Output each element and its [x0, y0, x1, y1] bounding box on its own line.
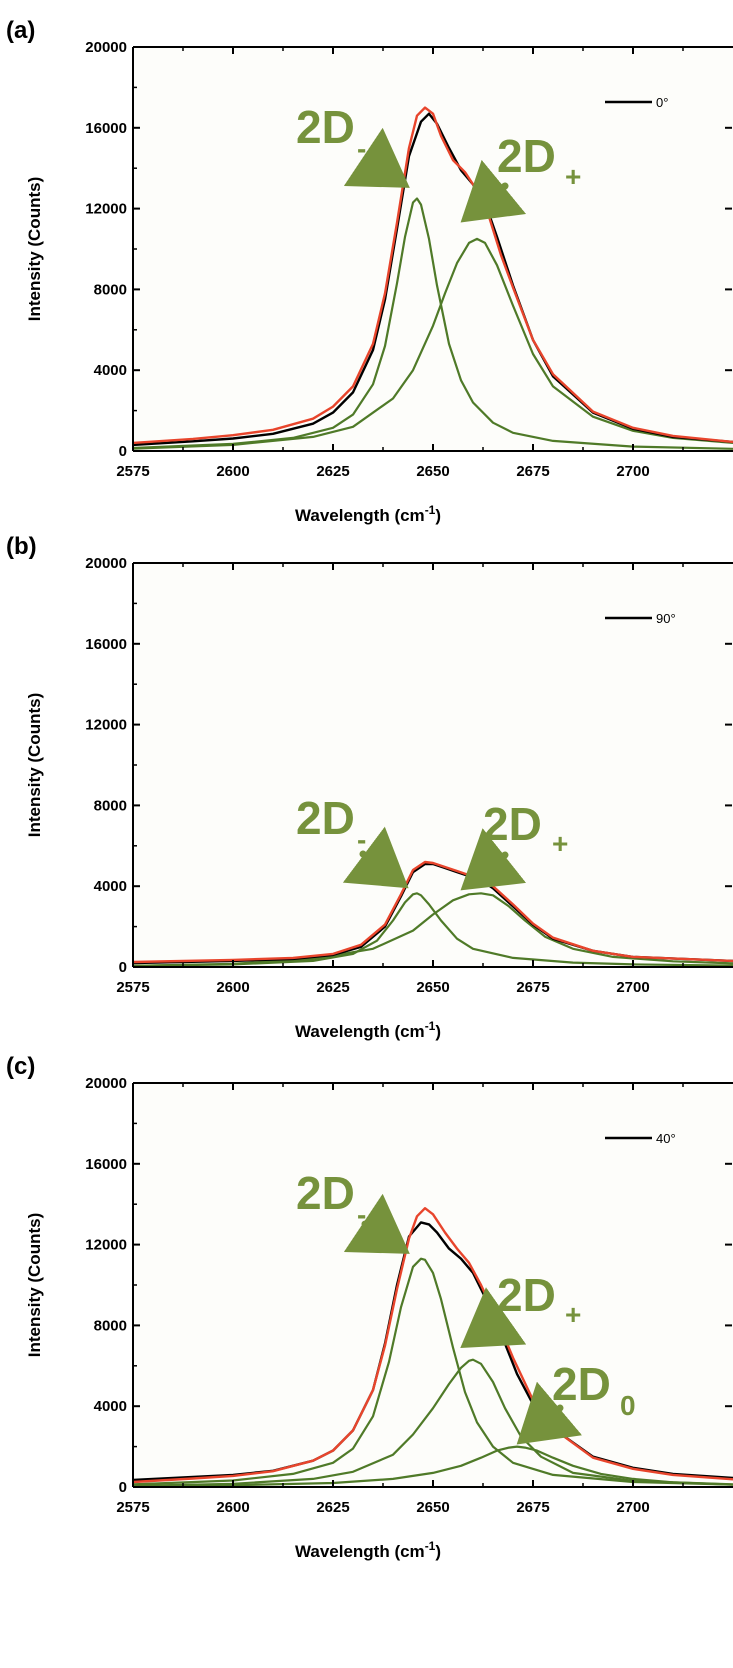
arrow-icon — [460, 1287, 527, 1349]
peak-annotation: 2D + — [460, 798, 568, 891]
series-line-2D — [132, 197, 733, 450]
y-axis-title: Intensity (Counts) — [25, 1213, 44, 1358]
x-axis-title: Wavelength (cm-1) — [295, 1019, 441, 1041]
y-axis-title: Intensity (Counts) — [25, 693, 44, 838]
y-tick-label: 0 — [119, 1479, 127, 1496]
x-tick-label: 2700 — [616, 1499, 649, 1516]
peak-annotation-subscript: + — [552, 828, 568, 859]
y-tick-label: 8000 — [94, 281, 127, 298]
peak-annotation-subscript: 0 — [620, 1390, 636, 1421]
series-line-2D — [132, 892, 733, 967]
x-tick-label: 2600 — [216, 463, 249, 480]
plot-area — [133, 47, 733, 451]
peak-annotation: 2D - — [296, 101, 410, 188]
y-tick-label: 0 — [119, 959, 127, 976]
x-tick-label: 2625 — [316, 1499, 349, 1516]
x-tick-label: 2600 — [216, 1499, 249, 1516]
peak-annotation: 2D + — [460, 130, 581, 223]
y-tick-label: 8000 — [94, 797, 127, 814]
peak-annotation-subscript: - — [357, 824, 366, 855]
y-tick-label: 20000 — [85, 555, 127, 572]
peak-annotation-label: 2D — [483, 798, 542, 850]
peak-annotation-subscript: + — [565, 161, 581, 192]
plot-area — [133, 563, 733, 967]
x-tick-label: 2625 — [316, 463, 349, 480]
series-line-2D — [132, 1358, 733, 1487]
plot-area — [133, 1083, 733, 1487]
x-axis-title: Wavelength (cm-1) — [295, 503, 441, 525]
y-tick-label: 12000 — [85, 717, 127, 734]
arrow-icon — [343, 127, 410, 188]
chart-panel-2: (b) 0 4000 8000 12000 16000 20000 2575 2600 2625 2… — [6, 533, 733, 1041]
x-tick-label: 2650 — [416, 463, 449, 480]
arrow-icon — [516, 1381, 583, 1445]
series-line-2D — [132, 1257, 733, 1486]
y-tick-label: 20000 — [85, 39, 127, 56]
peak-annotation: 2D - — [296, 792, 409, 889]
arrow-icon — [460, 159, 527, 223]
peak-annotation-label: 2D — [497, 1269, 556, 1321]
y-tick-label: 0 — [119, 443, 127, 460]
arrow-icon — [343, 1193, 410, 1254]
legend-label: 90° — [656, 611, 676, 626]
y-tick-label: 8000 — [94, 1317, 127, 1334]
x-tick-label: 2700 — [616, 979, 649, 996]
peak-annotation-label: 2D — [296, 792, 355, 844]
panel-label: (c) — [6, 1053, 35, 1080]
y-tick-label: 12000 — [85, 201, 127, 218]
x-tick-label: 2675 — [516, 1499, 549, 1516]
y-tick-label: 4000 — [94, 362, 127, 379]
arrow-icon — [460, 828, 527, 891]
y-axis-title: Intensity (Counts) — [25, 177, 44, 322]
x-tick-label: 2700 — [616, 463, 649, 480]
x-tick-label: 2575 — [116, 463, 149, 480]
x-tick-label: 2650 — [416, 1499, 449, 1516]
peak-annotation: 2D 0 — [516, 1358, 636, 1445]
peak-annotation-label: 2D — [296, 1167, 355, 1219]
peak-annotation: 2D - — [296, 1167, 410, 1254]
y-tick-label: 4000 — [94, 878, 127, 895]
series-line-2D0 — [132, 1445, 733, 1488]
series-line-2D — [132, 892, 733, 967]
x-tick-label: 2675 — [516, 979, 549, 996]
series-line-fit — [132, 106, 733, 445]
legend-label: 40° — [656, 1131, 676, 1146]
y-tick-label: 4000 — [94, 1398, 127, 1415]
y-tick-label: 20000 — [85, 1075, 127, 1092]
chart-panel-3: (c) 0 4000 8000 12000 16000 20000 2575 2600 2625 2… — [6, 1053, 733, 1561]
x-tick-label: 2625 — [316, 979, 349, 996]
panel-label: (a) — [6, 17, 35, 44]
series-line-fit — [132, 860, 733, 964]
peak-annotation-label: 2D — [497, 130, 556, 182]
x-tick-label: 2675 — [516, 463, 549, 480]
y-tick-label: 16000 — [85, 636, 127, 653]
x-tick-label: 2575 — [116, 979, 149, 996]
y-tick-label: 16000 — [85, 1156, 127, 1173]
series-line-2D — [132, 237, 733, 450]
y-tick-label: 16000 — [85, 120, 127, 137]
chart-panel-1: (a) 0 4000 8000 12000 16000 20000 2575 2600 2625 2… — [6, 17, 733, 525]
peak-annotation: 2D + — [460, 1269, 581, 1349]
x-tick-label: 2575 — [116, 1499, 149, 1516]
legend-label: 0° — [656, 95, 668, 110]
peak-annotation-subscript: + — [565, 1299, 581, 1330]
x-tick-label: 2650 — [416, 979, 449, 996]
peak-annotation-label: 2D — [296, 101, 355, 153]
y-tick-label: 12000 — [85, 1237, 127, 1254]
panel-label: (b) — [6, 533, 37, 560]
peak-annotation-label: 2D — [552, 1358, 611, 1410]
arrow-icon — [342, 826, 409, 889]
x-axis-title: Wavelength (cm-1) — [295, 1539, 441, 1561]
x-tick-label: 2600 — [216, 979, 249, 996]
